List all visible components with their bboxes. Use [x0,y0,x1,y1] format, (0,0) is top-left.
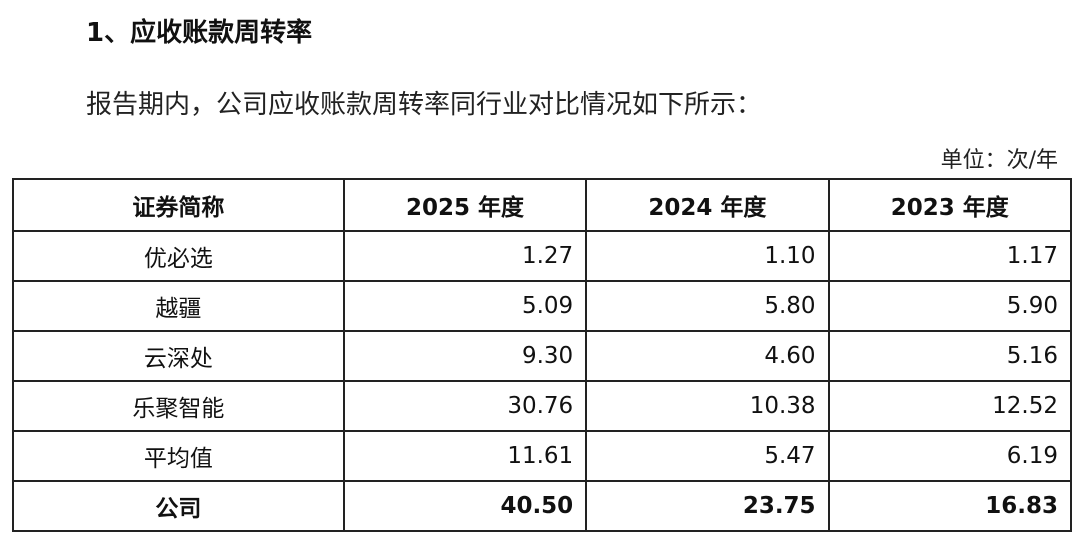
value-cell: 10.38 [585,380,830,432]
table-row: 平均值 11.61 5.47 6.19 [12,430,1073,482]
value-cell: 5.09 [342,280,588,332]
table-row: 越疆 5.09 5.80 5.90 [12,280,1073,332]
section-heading: 1、应收账款周转率 [86,18,313,48]
value-cell: 1.17 [827,230,1073,282]
value-cell: 23.75 [585,480,830,532]
intro-text: 报告期内，公司应收账款周转率同行业对比情况如下所示： [86,90,763,120]
value-cell: 5.47 [585,430,830,482]
value-cell: 1.27 [342,230,588,282]
value-cell: 16.83 [827,480,1073,532]
row-label: 平均值 [12,430,345,482]
unit-note: 单位：次/年 [940,148,1058,173]
value-cell: 5.80 [585,280,830,332]
row-label: 公司 [12,480,345,532]
value-cell: 12.52 [827,380,1073,432]
value-cell: 1.10 [585,230,830,282]
header-cell: 2024 年度 [585,178,830,232]
value-cell: 30.76 [342,380,588,432]
table-row: 优必选 1.27 1.10 1.17 [12,230,1073,282]
value-cell: 5.90 [827,280,1073,332]
value-cell: 11.61 [342,430,588,482]
comparison-table: 证券简称 2025 年度 2024 年度 2023 年度 优必选 1.27 1.10 1.1… [12,178,1073,532]
row-label: 优必选 [12,230,345,282]
value-cell: 5.16 [827,330,1073,382]
header-cell: 证券简称 [12,178,345,232]
row-label: 越疆 [12,280,345,332]
value-cell: 6.19 [827,430,1073,482]
row-label: 云深处 [12,330,345,382]
table-body: 优必选 1.27 1.10 1.17 越疆 5.09 5.80 5.90 云深处 9.30 4.60… [12,230,1073,532]
table-row: 乐聚智能 30.76 10.38 12.52 [12,380,1073,432]
table-row: 云深处 9.30 4.60 5.16 [12,330,1073,382]
header-row: 证券简称 2025 年度 2024 年度 2023 年度 [12,178,1073,232]
table-row: 公司 40.50 23.75 16.83 [12,480,1073,532]
value-cell: 4.60 [585,330,830,382]
header-cell: 2025 年度 [342,178,588,232]
value-cell: 40.50 [342,480,588,532]
value-cell: 9.30 [342,330,588,382]
row-label: 乐聚智能 [12,380,345,432]
header-cell: 2023 年度 [827,178,1073,232]
